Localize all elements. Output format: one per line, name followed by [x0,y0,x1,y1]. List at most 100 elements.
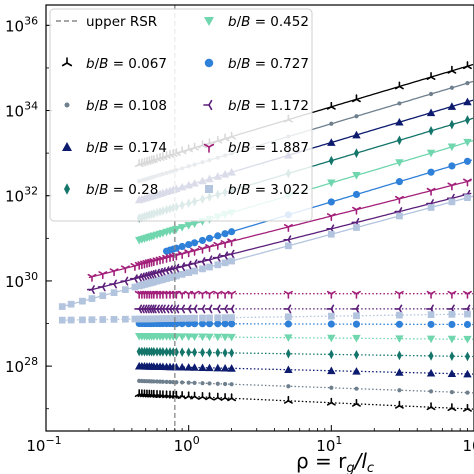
legend-entry-3: b/B = 0.174 [62,140,167,156]
series-1-upper-point-23 [329,121,334,126]
series-7-upper-point-28 [220,240,230,248]
series-4-lower-point-23 [327,334,336,343]
series-1-lower-point-15 [186,380,191,385]
series-5-upper-point-28 [463,157,472,165]
series-2-lower-point-26 [426,368,436,377]
series-0-lower-point-19 [213,392,223,401]
series-4-upper-point-23 [327,179,336,188]
series-2-upper-point-23 [327,138,336,146]
series-7-lower-point-30 [283,290,293,299]
series-6-upper-point-5 [109,279,117,289]
series-8-lower-point-6 [122,315,129,323]
series-6-upper-point-27 [212,253,221,263]
legend-label-2: b/B = 0.108 [86,98,167,114]
series-3-upper-point-25 [396,135,402,146]
series-5-lower-point-24 [352,320,361,328]
legend-entry-5: b/B = 0.452 [204,14,309,30]
series-8-upper-point-31 [327,230,335,238]
series-4-lower-point-19 [213,333,222,342]
series-2-upper-point-26 [426,108,436,117]
series-2-lower-point-19 [213,363,222,372]
series-5-lower-point-28 [463,320,472,329]
series-4-upper-point-24 [352,172,361,180]
series-1-lower-point-17 [200,381,205,386]
series-5-lower-point-20 [221,320,229,328]
series-7-lower-point-27 [213,290,223,299]
series-8-lower-point-21 [173,315,180,322]
series-8-upper-point-28 [221,259,229,267]
y-tick-label-2: 1032 [5,185,38,206]
legend-marker-2 [64,102,70,108]
series-6-lower-point-21 [171,304,180,314]
series-4-upper-point-14 [177,224,187,232]
legend-marker-1 [61,57,73,67]
series-7-lower-point-34 [426,290,436,299]
legend-label-8: b/B = 1.887 [228,140,309,156]
series-3-lower-point-17 [199,347,206,358]
series-8-upper-point-25 [199,265,206,273]
x-axis-label: ρ = rg/lc [296,449,374,474]
series-4-lower-point-27 [447,335,457,344]
y-tick-label-1: 1030 [5,270,38,291]
legend-marker-3 [62,142,72,151]
series-7-upper-point-29 [227,238,237,247]
series-5-lower-point-27 [448,320,456,329]
series-8-lower-point-32 [353,312,360,320]
series-8-upper-point-17 [159,276,167,283]
series-1-lower-point-20 [222,381,228,387]
series-8-lower-point-31 [327,312,335,320]
series-7-lower-point-35 [447,290,457,299]
series-8-lower-point-33 [396,311,403,319]
series-8-lower-point-7 [131,315,139,323]
series-6-lower-point-30 [283,304,292,314]
series-8-upper-line [62,195,474,308]
series-8-upper-point-27 [214,261,222,269]
series-0-lower-point-25 [394,400,404,409]
series-8-upper-point-2 [79,297,86,305]
series-5-upper-point-14 [178,242,186,251]
series-6-lower-point-32 [351,304,360,314]
series-3-lower-point-19 [215,347,221,358]
series-8-upper-point-0 [58,303,66,310]
series-0-lower-point-27 [447,403,457,412]
series-8-lower-point-22 [178,315,186,322]
series-1-lower-point-6 [151,379,156,384]
series-4-lower-point-17 [198,333,207,342]
series-0-lower-point-22 [283,395,293,404]
series-8-lower-point-35 [448,310,456,318]
series-8-lower-point-26 [206,314,213,322]
x-tick-label-1: 100 [174,434,200,455]
series-6-upper-point-24 [189,259,198,269]
x-tick-label-2: 101 [316,434,342,455]
series-3-lower-point-14 [179,347,185,358]
legend-label-4: b/B = 0.28 [86,182,158,198]
series-0-upper-point-23 [326,101,336,110]
series-5-lower-point-23 [327,320,335,328]
series-6-lower-point-28 [220,304,228,314]
series-7-upper-point-25 [198,245,207,254]
series-8-upper-point-21 [173,272,180,280]
series-1-lower-point-7 [154,379,160,384]
series-8-lower-point-1 [67,316,75,324]
series-8-upper-point-1 [67,300,75,308]
series-8-lower-point-30 [285,313,292,321]
series-0-lower-point-24 [352,398,361,407]
series-7-upper-point-33 [394,195,404,204]
series-7-upper-point-4 [98,271,108,280]
series-8-lower-point-17 [159,315,167,323]
series-1-lower-point-27 [449,390,455,395]
series-3-upper-point-24 [353,148,359,158]
series-3-lower-point-27 [449,351,455,362]
series-0-upper-point-24 [352,94,361,103]
series-3-lower-point-26 [428,351,434,361]
series-6-upper-point-28 [220,251,228,261]
series-8-upper-point-26 [206,263,213,271]
series-4-upper-point-15 [184,222,193,230]
series-2-lower-point-21 [227,364,236,372]
series-2-lower-point-24 [352,367,361,375]
series-4-upper-point-25 [395,159,404,167]
legend-marker-8 [203,143,215,153]
series-8-lower-point-36 [464,310,471,318]
series-3-lower-point-9 [160,347,166,357]
series-7-lower-point-22 [177,290,187,299]
